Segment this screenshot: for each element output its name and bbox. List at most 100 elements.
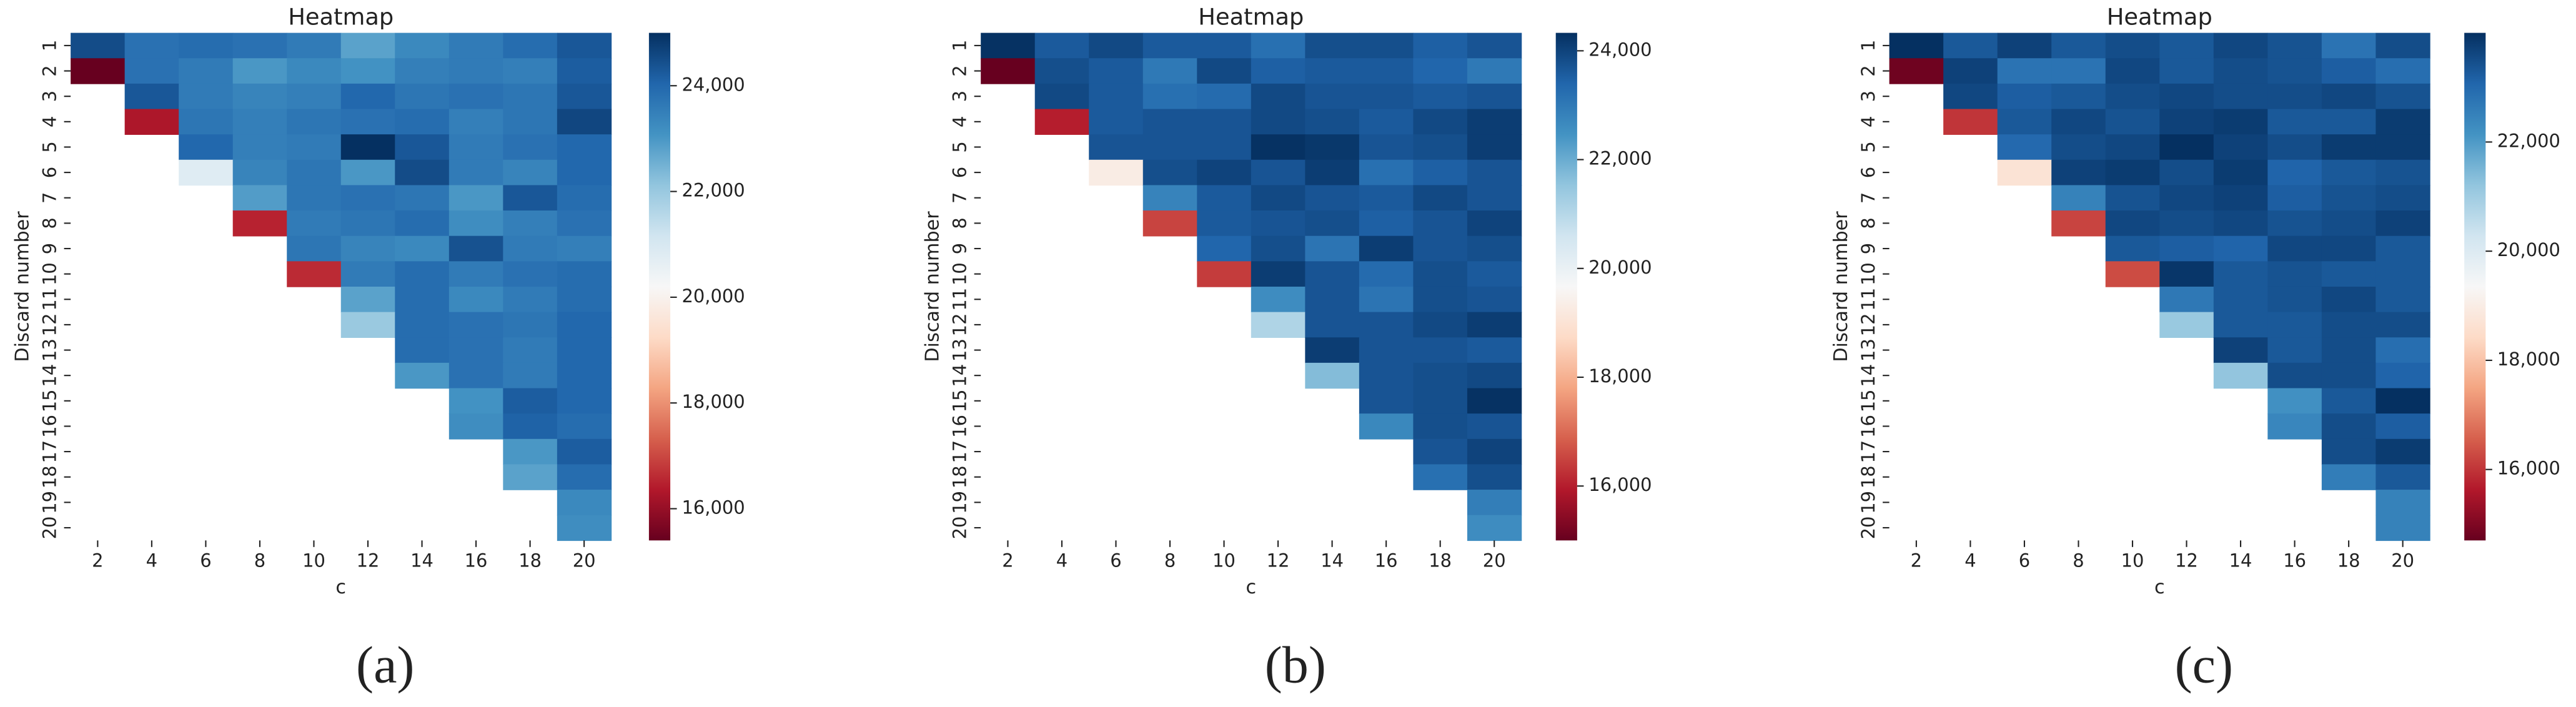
- heatmap-cell: [395, 235, 450, 262]
- x-axis-label: c: [2154, 576, 2165, 598]
- heatmap-cell: [340, 261, 396, 287]
- heatmap-cell: [1413, 58, 1468, 84]
- heatmap-cell: [1305, 185, 1360, 211]
- heatmap-cell: [287, 261, 342, 287]
- y-tick-label: 14: [39, 364, 61, 387]
- heatmap-cell: [1997, 134, 2052, 161]
- heatmap-cell: [1359, 413, 1414, 440]
- colorbar-tick-label: 22,000: [2497, 130, 2560, 151]
- heatmap-cell: [503, 83, 558, 110]
- heatmap-cell: [2051, 134, 2106, 161]
- x-tick-label: 18: [1429, 550, 1452, 571]
- y-tick-label: 13: [949, 339, 971, 362]
- heatmap-cell: [448, 58, 504, 84]
- y-tick-label: 6: [949, 167, 971, 178]
- heatmap-cell: [1305, 210, 1360, 237]
- heatmap-cell: [2213, 235, 2269, 262]
- heatmap-cell: [1142, 185, 1198, 211]
- heatmap-cell: [2159, 235, 2214, 262]
- heatmap-cell: [1997, 83, 2052, 110]
- heatmap-cell: [448, 312, 504, 339]
- y-tick-label: 5: [949, 141, 971, 152]
- y-tick-label: 3: [1858, 91, 1879, 102]
- heatmap-cell: [1305, 235, 1360, 262]
- heatmap-cell: [1142, 83, 1198, 110]
- y-tick-label: 14: [1858, 364, 1879, 387]
- y-tick-label: 9: [39, 243, 61, 254]
- heatmap-cell: [2375, 185, 2430, 211]
- heatmap-cell: [557, 109, 612, 135]
- heatmap-cell: [340, 286, 396, 313]
- colorbar: [2464, 32, 2486, 541]
- heatmap-cell: [2321, 109, 2377, 135]
- heatmap-cell: [1305, 261, 1360, 287]
- heatmap-cell: [179, 159, 234, 186]
- heatmap-cell: [1467, 362, 1522, 389]
- heatmap-cell: [2375, 312, 2430, 339]
- heatmap-cell: [448, 337, 504, 363]
- heatmap-cell: [1413, 159, 1468, 186]
- heatmap-cell: [395, 109, 450, 135]
- heatmap-cell: [124, 32, 179, 59]
- heatmap-cell: [1142, 32, 1198, 59]
- heatmap-cell: [71, 58, 126, 84]
- heatmap-cell: [1359, 134, 1414, 161]
- heatmap-cell: [2105, 134, 2161, 161]
- heatmap-cell: [503, 109, 558, 135]
- heatmap-cell: [395, 210, 450, 237]
- heatmap-cell: [1997, 32, 2052, 59]
- x-tick-label: 12: [357, 550, 380, 571]
- heatmap-cell: [1359, 58, 1414, 84]
- heatmap-cell: [2213, 32, 2269, 59]
- heatmap-cell: [2375, 438, 2430, 465]
- heatmap-cell: [340, 58, 396, 84]
- heatmap-cell: [557, 438, 612, 465]
- heatmap-cell: [2375, 515, 2430, 541]
- heatmap-cell: [503, 261, 558, 287]
- heatmap-cell: [2321, 464, 2377, 490]
- heatmap-cell: [448, 286, 504, 313]
- colorbar-tick-label: 20,000: [1588, 257, 1652, 278]
- heatmap-cell: [232, 58, 288, 84]
- y-tick-label: 10: [1858, 262, 1879, 285]
- x-tick-label: 6: [1110, 550, 1121, 571]
- heatmap-cell: [503, 388, 558, 414]
- heatmap-cell: [1943, 58, 1998, 84]
- heatmap-cell: [1467, 210, 1522, 237]
- heatmap-cell: [1413, 362, 1468, 389]
- heatmap-cell: [2159, 83, 2214, 110]
- y-tick-label: 8: [949, 217, 971, 229]
- colorbar-tick-label: 18,000: [2497, 349, 2560, 370]
- y-tick-label: 7: [39, 192, 61, 204]
- chart-title: Heatmap: [2107, 3, 2212, 30]
- heatmap-cell: [287, 109, 342, 135]
- heatmap-cell: [2213, 362, 2269, 389]
- heatmap-cell: [448, 261, 504, 287]
- y-tick-label: 10: [949, 262, 971, 285]
- heatmap-cell: [1413, 185, 1468, 211]
- heatmap-cell: [2375, 58, 2430, 84]
- heatmap-cell: [1197, 83, 1252, 110]
- heatmap-cell: [232, 134, 288, 161]
- heatmap-cell: [1413, 286, 1468, 313]
- heatmap-cell: [448, 210, 504, 237]
- x-tick-label: 2: [1002, 550, 1013, 571]
- heatmap-cell: [557, 515, 612, 541]
- y-tick-label: 14: [949, 364, 971, 387]
- heatmap-cell: [1251, 109, 1306, 135]
- heatmap-cell: [395, 286, 450, 313]
- heatmap-cell: [503, 58, 558, 84]
- heatmap-cell: [1197, 185, 1252, 211]
- heatmap-cell: [179, 58, 234, 84]
- x-axis-label: c: [335, 576, 346, 598]
- heatmap-cell: [2321, 159, 2377, 186]
- heatmap-cell: [448, 159, 504, 186]
- heatmap-cell: [2321, 134, 2377, 161]
- heatmap-cell: [1305, 134, 1360, 161]
- heatmap-cell: [2105, 185, 2161, 211]
- heatmap-cell: [2375, 413, 2430, 440]
- colorbar: [1555, 32, 1577, 541]
- heatmap-cell: [2105, 32, 2161, 59]
- heatmap-cell: [557, 312, 612, 339]
- heatmap-cell: [2375, 464, 2430, 490]
